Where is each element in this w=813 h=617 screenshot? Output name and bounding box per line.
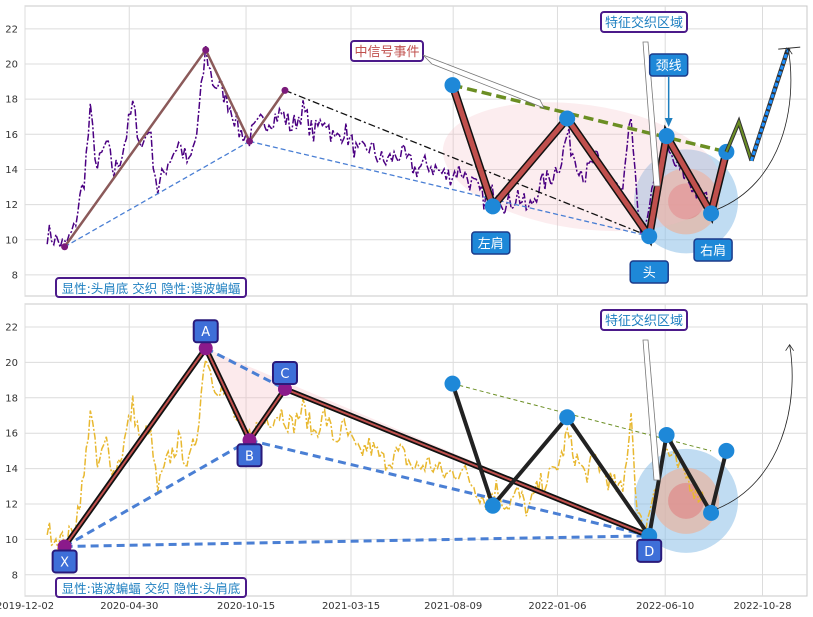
harmonic-point (198, 341, 213, 356)
guide-dashed-line (64, 534, 650, 548)
callout-signal-event-box (350, 40, 424, 62)
caption-box (55, 277, 247, 298)
y-tick-label: 8 (12, 270, 18, 281)
callout-signal-pointer (422, 54, 545, 109)
neckline (452, 383, 712, 452)
callout-zone-box (600, 309, 688, 331)
projection-arrow (716, 344, 793, 510)
y-tick-label: 10 (5, 535, 18, 546)
projection-arrowhead (785, 343, 794, 351)
neckline-arrowhead (664, 118, 673, 127)
y-tick-label: 14 (5, 464, 18, 475)
bat-overlay-point (202, 46, 210, 54)
pattern-point (658, 128, 675, 145)
x-tick-label: 2021-08-09 (424, 601, 482, 612)
y-tick-label: 16 (5, 130, 18, 141)
projection-tip (778, 46, 801, 50)
harmonic-label-D-text: D (644, 545, 654, 560)
harmonic-label-X-box (51, 549, 78, 574)
x-tick-label: 2020-10-15 (217, 601, 275, 612)
y-tick-label: 22 (5, 24, 18, 35)
neckline (452, 83, 727, 154)
label-left-shoulder-text: 左肩 (478, 236, 504, 252)
bat-overlay-line (63, 47, 286, 248)
label-right-shoulder-box (693, 238, 733, 262)
label-right-shoulder-text: 右肩 (700, 243, 726, 259)
y-tick-label: 20 (5, 60, 18, 71)
callout-zone-text: 特征交织区域 (605, 15, 683, 31)
y-tick-label: 8 (12, 570, 18, 581)
panel-bottom: 8 10 12 14 16 18 20 22 显性:谐波蝙蝠 交织 隐性:头肩底 特征交织区域 X A… (0, 303, 808, 612)
pattern-point (484, 198, 501, 215)
caption-box (55, 577, 247, 598)
x-tick-label: 2022-06-10 (636, 601, 694, 612)
guide-dashed-line (205, 346, 286, 391)
pattern-point (718, 442, 735, 459)
harmonic-label-B-text: B (245, 449, 254, 464)
y-tick-label: 20 (5, 358, 18, 369)
y-tick-label: 14 (5, 165, 18, 176)
bat-overlay-point (61, 243, 69, 251)
y-tick-label: 16 (5, 429, 18, 440)
label-head-text: 头 (643, 266, 656, 281)
x-tick-label: 2022-01-06 (528, 601, 586, 612)
y-tick-label: 10 (5, 235, 18, 246)
y-tick-label: 12 (5, 499, 18, 510)
harmonic-point (277, 381, 292, 396)
y-tick-label: 12 (5, 200, 18, 211)
bat-overlay-point (246, 137, 254, 145)
x-tick-label: 2021-03-15 (322, 601, 380, 612)
x-tick-label: 2022-10-28 (733, 601, 791, 612)
y-tick-label: 18 (5, 95, 18, 106)
projection-line-2 (749, 47, 790, 162)
caption-text: 显性:头肩底 交织 隐性:谐波蝙蝠 (62, 281, 241, 296)
callout-signal-event-text: 中信号事件 (354, 45, 419, 60)
y-tick-label: 18 (5, 393, 18, 404)
harmonic-label-A-box (192, 319, 219, 344)
pattern-point (703, 504, 720, 521)
harmonic-label-D-box (636, 538, 663, 563)
label-head-box (629, 260, 669, 284)
x-tick-label: 2020-04-30 (100, 601, 158, 612)
harmonic-label-C-text: C (280, 367, 289, 382)
guide-dashed-line (249, 140, 650, 237)
guide-dashed-line (284, 89, 650, 237)
bat-overlay-point (281, 86, 289, 94)
harmonic-label-X-text: X (60, 555, 69, 570)
label-neckline-text: 颈线 (656, 59, 682, 74)
callout-zone-text: 特征交织区域 (605, 313, 683, 329)
pattern-point (703, 205, 720, 222)
panel-top: 8 10 12 14 16 18 20 22 显性:头肩底 交织 隐性:谐波蝙蝠 中信号事件 特征交… (5, 5, 808, 298)
guide-dashed-line (63, 438, 251, 548)
projection-arrowhead (783, 47, 793, 55)
caption-text: 显性:谐波蝙蝠 交织 隐性:头肩底 (62, 581, 241, 596)
harmonic-label-B-box (236, 443, 263, 468)
projection-line-1 (725, 119, 753, 161)
pattern-point (559, 110, 576, 127)
callout-zone-box (600, 11, 688, 33)
callout-zone-pointer (642, 41, 661, 187)
pattern-point (559, 409, 576, 426)
pattern-point (641, 228, 658, 245)
guide-dashed-line (64, 140, 250, 248)
y-tick-label: 22 (5, 323, 18, 334)
harmonic-label-C-box (271, 360, 298, 385)
harmonic-label-A-text: A (201, 325, 210, 340)
pattern-point (484, 497, 501, 514)
label-left-shoulder-box (471, 231, 511, 255)
pattern-point (658, 426, 675, 443)
pattern-point (444, 375, 461, 392)
pattern-point (444, 77, 461, 94)
guide-dashed-line (249, 438, 650, 538)
callout-zone-pointer (642, 339, 661, 481)
projection-arrow (716, 48, 792, 210)
x-tick-label: 2019-12-02 (0, 601, 54, 612)
